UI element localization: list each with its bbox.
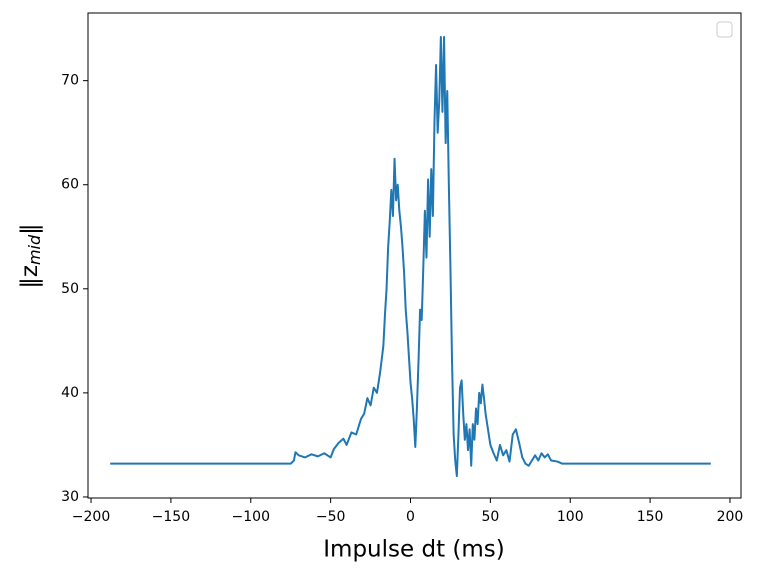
y-tick-label: 40 — [61, 385, 79, 401]
y-label-part: ‖ — [17, 223, 43, 235]
x-tick-label: −200 — [72, 509, 110, 525]
x-axis-label: Impulse dt (ms) — [323, 537, 504, 563]
y-axis-label: ‖zmid‖ — [17, 223, 44, 288]
x-tick-label: −50 — [316, 509, 346, 525]
y-tick-label: 30 — [61, 489, 79, 505]
plot-frame — [87, 12, 742, 499]
y-label-sub: mid — [25, 234, 44, 265]
x-tick-label: 50 — [481, 509, 499, 525]
x-tick-label: 200 — [717, 509, 744, 525]
x-tick-label: 150 — [637, 509, 664, 525]
y-tick-label: 60 — [61, 177, 79, 193]
x-tick-label: −100 — [232, 509, 270, 525]
x-tick-label: 0 — [406, 509, 415, 525]
y-tick-label: 50 — [61, 281, 79, 297]
x-tick-label: 100 — [557, 509, 584, 525]
line-series — [110, 35, 711, 478]
y-label-part: ‖z — [17, 265, 43, 289]
y-tick-label: 70 — [61, 73, 79, 89]
legend-box — [716, 21, 733, 38]
x-tick-label: −150 — [152, 509, 190, 525]
